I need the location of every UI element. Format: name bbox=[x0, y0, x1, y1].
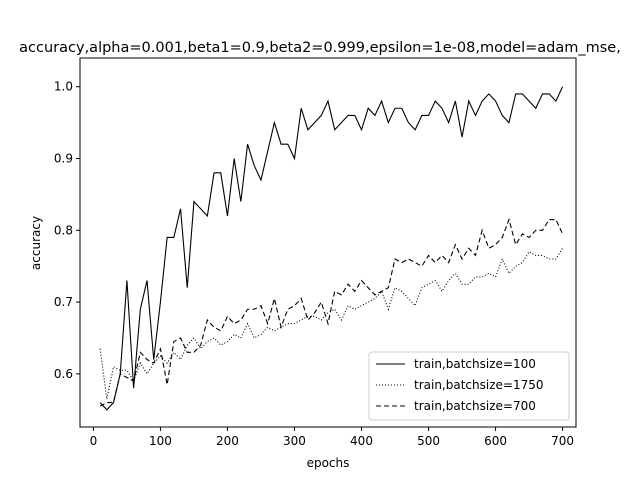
x-tick-label: 0 bbox=[90, 434, 98, 448]
y-tick-label: 0.9 bbox=[54, 152, 73, 166]
y-axis-label: accuracy bbox=[29, 216, 43, 270]
legend: train,batchsize=100 train,batchsize=1750 t… bbox=[368, 351, 570, 421]
series-line-2 bbox=[99, 247, 564, 400]
plot-lines bbox=[99, 86, 564, 411]
series-line-1 bbox=[99, 86, 564, 411]
y-tick-label: 0.6 bbox=[54, 367, 73, 381]
plot-frame bbox=[79, 57, 577, 428]
legend-box bbox=[368, 351, 570, 421]
x-tick-label: 400 bbox=[350, 434, 373, 448]
axis-ticks: 0 100 200 300 400 500 600 700 0.6 0.7 0.8 0.9 1.0 bbox=[54, 80, 574, 448]
x-tick-label: 100 bbox=[149, 434, 172, 448]
y-tick-label: 0.8 bbox=[54, 223, 73, 237]
legend-label: train,batchsize=700 bbox=[414, 399, 536, 413]
y-tick-label: 1.0 bbox=[54, 80, 73, 94]
x-tick-label: 600 bbox=[484, 434, 507, 448]
chart-title: accuracy,alpha=0.001,beta1=0.9,beta2=0.9… bbox=[19, 40, 621, 56]
y-tick-label: 0.7 bbox=[54, 295, 73, 309]
legend-label: train,batchsize=100 bbox=[414, 357, 536, 371]
x-tick-label: 200 bbox=[216, 434, 239, 448]
series-line-3 bbox=[99, 217, 564, 407]
x-axis-label: epochs bbox=[307, 456, 350, 470]
x-tick-label: 300 bbox=[283, 434, 306, 448]
legend-label: train,batchsize=1750 bbox=[414, 378, 544, 392]
x-tick-label: 500 bbox=[417, 434, 440, 448]
x-tick-label: 700 bbox=[551, 434, 574, 448]
